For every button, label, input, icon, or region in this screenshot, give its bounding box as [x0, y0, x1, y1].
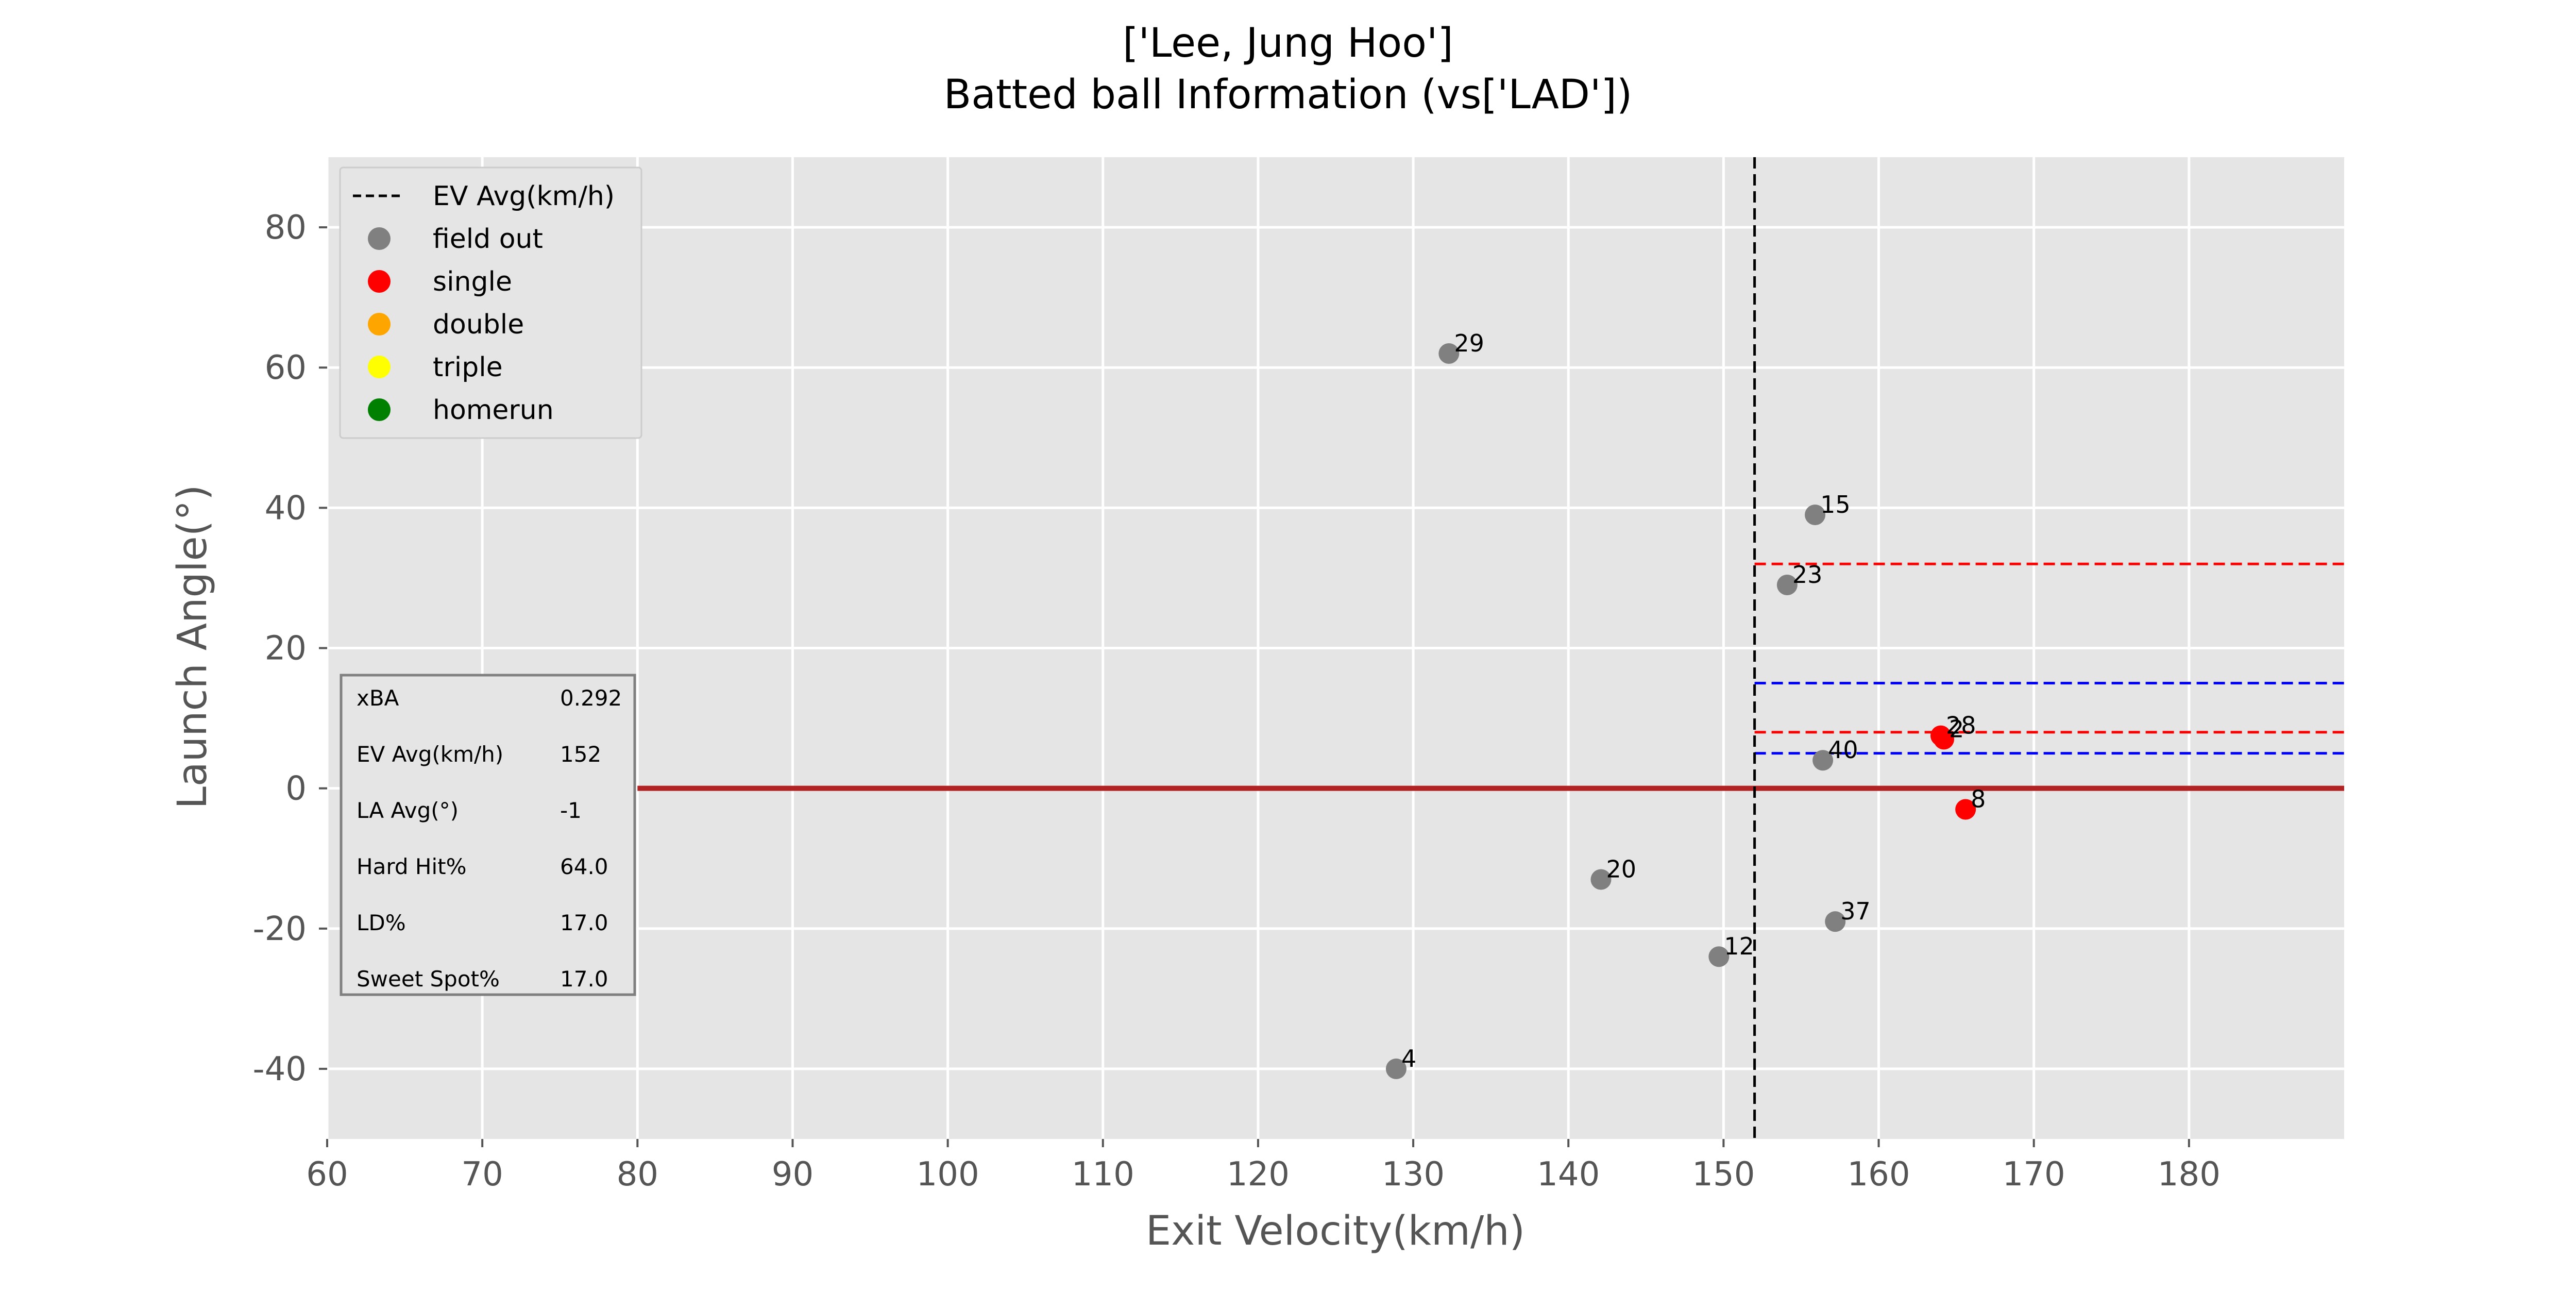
stats-value: 0.292	[560, 685, 622, 711]
legend-swatch-marker	[368, 270, 391, 293]
x-tick-label: 160	[1847, 1155, 1910, 1194]
data-point-label: 15	[1820, 491, 1851, 518]
data-point-label: 28	[1946, 712, 1976, 740]
x-tick-label: 110	[1072, 1155, 1134, 1194]
stats-label: Hard Hit%	[357, 854, 467, 879]
x-tick-label: 150	[1692, 1155, 1755, 1194]
data-point-label: 4	[1401, 1045, 1416, 1072]
x-tick-label: 70	[461, 1155, 503, 1194]
data-point	[1805, 504, 1826, 525]
y-tick-label: 0	[285, 770, 307, 808]
stats-label: Sweet Spot%	[357, 966, 500, 992]
legend-swatch-marker	[368, 398, 391, 421]
stats-label: LD%	[357, 910, 406, 935]
data-point	[1812, 750, 1834, 771]
x-tick-label: 120	[1227, 1155, 1290, 1194]
data-point	[1955, 799, 1976, 820]
x-tick-label: 180	[2158, 1155, 2221, 1194]
data-point	[1930, 725, 1951, 746]
legend-label: single	[433, 266, 512, 297]
chart-title-line2: Batted ball Information (vs['LAD'])	[944, 72, 1633, 118]
y-tick-label: 80	[265, 209, 307, 247]
stats-value: 17.0	[560, 966, 608, 992]
legend-swatch-marker	[368, 356, 391, 378]
legend-label: EV Avg(km/h)	[433, 181, 615, 212]
y-tick-label: 40	[265, 489, 307, 527]
reference-lines	[637, 157, 2344, 1139]
x-tick-label: 100	[917, 1155, 979, 1194]
stats-label: EV Avg(km/h)	[357, 742, 503, 767]
data-point	[1825, 911, 1846, 932]
stats-label: xBA	[357, 685, 399, 711]
stats-table: xBA 0.292 EV Avg(km/h) 152 LA Avg(°) -1 Hard H…	[340, 674, 636, 996]
chart-title-line1: ['Lee, Jung Hoo']	[1123, 20, 1453, 66]
stats-value: 64.0	[560, 854, 608, 879]
x-tick-label: 90	[772, 1155, 814, 1194]
y-tick-label: 60	[265, 349, 307, 387]
y-tick-label: -40	[252, 1050, 307, 1088]
data-point-label: 37	[1840, 897, 1871, 925]
data-point	[1438, 343, 1460, 364]
legend-label: triple	[433, 352, 503, 383]
data-point-label: 12	[1724, 932, 1754, 960]
x-tick-label: 130	[1382, 1155, 1445, 1194]
x-tick-label: 60	[306, 1155, 348, 1194]
legend-label: double	[433, 309, 524, 340]
x-axis-label: Exit Velocity(km/h)	[1146, 1208, 1525, 1254]
stats-box	[340, 674, 636, 996]
data-point	[1708, 946, 1730, 967]
y-tick-label: 20	[265, 630, 307, 668]
x-tick-label: 80	[617, 1155, 658, 1194]
legend-box	[339, 166, 642, 439]
legend-label: homerun	[433, 395, 554, 426]
x-tick-label: 170	[2003, 1155, 2065, 1194]
legend: EV Avg(km/h) field out single double triple h…	[339, 166, 642, 439]
legend-swatch-marker	[368, 227, 391, 250]
data-point	[1590, 869, 1612, 890]
data-point	[1385, 1058, 1406, 1079]
data-point-label: 29	[1454, 329, 1484, 357]
data-points: 29 15 23 228 40 8 20 37 12 4	[1385, 329, 1986, 1079]
data-point-label: 2	[1949, 715, 1964, 743]
data-point-label: 8	[1971, 785, 1986, 813]
stats-label: LA Avg(°)	[357, 798, 459, 823]
legend-swatch-marker	[368, 313, 391, 336]
legend-label: field out	[433, 224, 543, 255]
data-point	[1776, 575, 1798, 596]
y-tick-label: -20	[252, 910, 307, 948]
stats-value: 152	[560, 742, 601, 767]
y-axis-label: Launch Angle(°)	[170, 484, 216, 809]
stats-value: 17.0	[560, 910, 608, 935]
x-tick-label: 140	[1537, 1155, 1600, 1194]
data-point-label: 40	[1828, 736, 1858, 764]
data-point-label: 20	[1606, 856, 1636, 883]
axis-ticks: 60 70 80 90 100 110 120 130 140 150 160 170 180-40-2…	[252, 209, 2220, 1194]
data-point-label: 23	[1792, 561, 1823, 589]
stats-value: -1	[560, 798, 582, 823]
